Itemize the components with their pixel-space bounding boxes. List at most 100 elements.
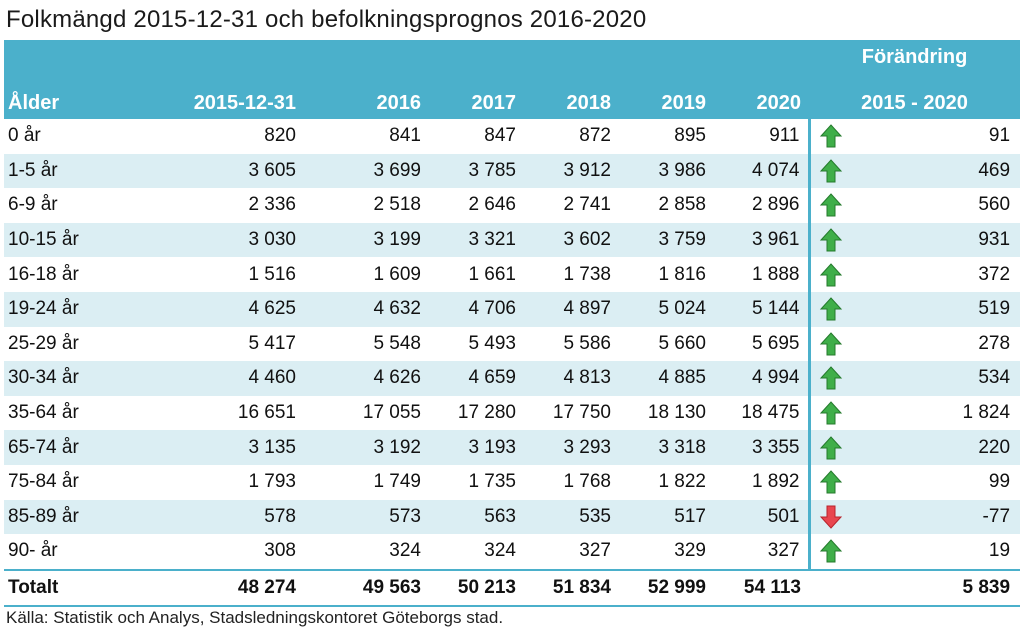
value-cell: 3 030 xyxy=(154,222,304,258)
total-change-cell: 5 839 xyxy=(869,568,1021,607)
change-cell: 534 xyxy=(869,361,1021,396)
age-cell: 0 år xyxy=(8,125,41,147)
value-cell: 535 xyxy=(524,499,619,535)
value-cell: 17 750 xyxy=(552,402,611,424)
arrow-up-icon xyxy=(819,366,842,390)
table-row: 35-64 år 16 651 17 055 17 280 17 750 18 130 18… xyxy=(4,395,1020,431)
arrow-up-icon xyxy=(819,124,842,148)
change-cell: 1 824 xyxy=(962,402,1011,424)
age-cell: 25-29 år xyxy=(8,332,79,354)
arrow-up-icon xyxy=(819,332,842,356)
value-cell: 2 336 xyxy=(248,194,296,216)
value-cell: 5 144 xyxy=(714,291,809,327)
table-row: 16-18 år 1 516 1 609 1 661 1 738 1 816 1 888 37… xyxy=(4,257,1020,292)
arrow-up-icon xyxy=(819,297,842,321)
arrow-up-icon xyxy=(819,401,842,425)
age-cell: 10-15 år xyxy=(4,222,154,258)
value-cell: 4 074 xyxy=(714,153,809,189)
value-cell: 5 417 xyxy=(248,332,296,354)
value-cell: 5 660 xyxy=(658,332,706,354)
table-row: 85-89 år 578 573 563 535 517 501 -77 xyxy=(4,499,1021,535)
year-header: 2016 xyxy=(304,74,429,119)
value-cell: 1 888 xyxy=(751,263,800,285)
year-header: 2017 xyxy=(429,74,524,119)
age-cell: 85-89 år xyxy=(4,499,154,535)
value-cell: 18 475 xyxy=(741,402,800,424)
value-cell: 3 293 xyxy=(524,430,619,465)
trend-cell xyxy=(807,119,869,154)
value-cell: 4 632 xyxy=(304,291,429,327)
change-cell: 278 xyxy=(978,332,1011,354)
value-cell: 3 135 xyxy=(154,430,304,465)
value-cell: 17 055 xyxy=(362,402,421,424)
age-cell: 19-24 år xyxy=(4,291,154,327)
value-cell: 563 xyxy=(429,499,524,535)
change-cell: 372 xyxy=(978,263,1011,285)
table-body: 0 år 820 841 847 872 895 911 91 1-5 år 3 605 3 699… xyxy=(4,119,1021,607)
value-cell: 3 602 xyxy=(524,222,619,258)
value-cell: 1 516 xyxy=(248,263,296,285)
value-cell: 327 xyxy=(579,540,611,562)
value-cell: 4 659 xyxy=(429,361,524,396)
change-cell: 469 xyxy=(869,153,1021,189)
year-header: 2020 xyxy=(714,74,809,119)
value-cell: 1 822 xyxy=(658,471,706,493)
value-cell: 329 xyxy=(674,540,706,562)
value-cell: 327 xyxy=(767,540,800,562)
value-cell: 4 994 xyxy=(714,361,809,396)
total-label: Totalt xyxy=(4,568,154,607)
total-value-cell: 51 834 xyxy=(524,568,619,607)
value-cell: 4 625 xyxy=(154,291,304,327)
age-header: Ålder xyxy=(4,74,154,119)
arrow-up-icon xyxy=(819,193,842,217)
table-row: 30-34 år 4 460 4 626 4 659 4 813 4 885 4 994 53… xyxy=(4,361,1021,396)
value-cell: 3 986 xyxy=(619,153,714,189)
table-title: Folkmängd 2015-12-31 och befolkningsprog… xyxy=(6,6,647,33)
trend-cell xyxy=(807,464,869,500)
age-cell: 1-5 år xyxy=(4,153,154,189)
value-cell: 1 892 xyxy=(751,471,800,493)
value-cell: 1 738 xyxy=(563,263,611,285)
value-cell: 308 xyxy=(264,540,296,562)
total-value-cell: 49 563 xyxy=(304,568,429,607)
change-cell: -77 xyxy=(869,499,1021,535)
population-table: Förändring Ålder 2015-12-31 2016 2017 20… xyxy=(4,40,1021,607)
value-cell: 911 xyxy=(769,125,800,147)
value-cell: 4 813 xyxy=(524,361,619,396)
trend-cell xyxy=(807,188,869,223)
value-cell: 578 xyxy=(154,499,304,535)
table-row: 75-84 år 1 793 1 749 1 735 1 768 1 822 1 892 99 xyxy=(4,464,1020,500)
value-cell: 1 749 xyxy=(373,471,421,493)
arrow-up-icon xyxy=(819,539,842,563)
trend-cell xyxy=(807,534,869,570)
value-cell: 3 605 xyxy=(154,153,304,189)
value-cell: 5 024 xyxy=(619,291,714,327)
age-cell: 16-18 år xyxy=(8,263,79,285)
year-header: 2018 xyxy=(524,74,619,119)
value-cell: 2 858 xyxy=(658,194,706,216)
change-cell: 519 xyxy=(869,291,1021,327)
value-cell: 3 199 xyxy=(304,222,429,258)
value-cell: 3 318 xyxy=(619,430,714,465)
arrow-up-icon xyxy=(819,262,842,287)
value-cell: 3 759 xyxy=(619,222,714,258)
value-cell: 517 xyxy=(619,499,714,535)
age-cell: 75-84 år xyxy=(8,471,79,493)
change-cell: 91 xyxy=(988,125,1011,147)
value-cell: 3 192 xyxy=(304,430,429,465)
year-header: 2015-12-31 xyxy=(154,74,304,119)
value-cell: 4 460 xyxy=(154,361,304,396)
arrow-up-icon xyxy=(819,470,842,494)
value-cell: 1 661 xyxy=(468,263,516,285)
value-cell: 1 816 xyxy=(658,263,706,285)
total-trend-cell xyxy=(809,568,869,607)
change-cell: 220 xyxy=(869,430,1021,465)
value-cell: 1 609 xyxy=(373,263,421,285)
value-cell: 4 626 xyxy=(304,361,429,396)
value-cell: 4 897 xyxy=(524,291,619,327)
trend-cell xyxy=(807,499,869,535)
value-cell: 1 735 xyxy=(468,471,516,493)
change-header-top: Förändring xyxy=(809,40,1021,74)
arrow-down-icon xyxy=(819,505,842,529)
total-value-cell: 54 113 xyxy=(714,568,809,607)
